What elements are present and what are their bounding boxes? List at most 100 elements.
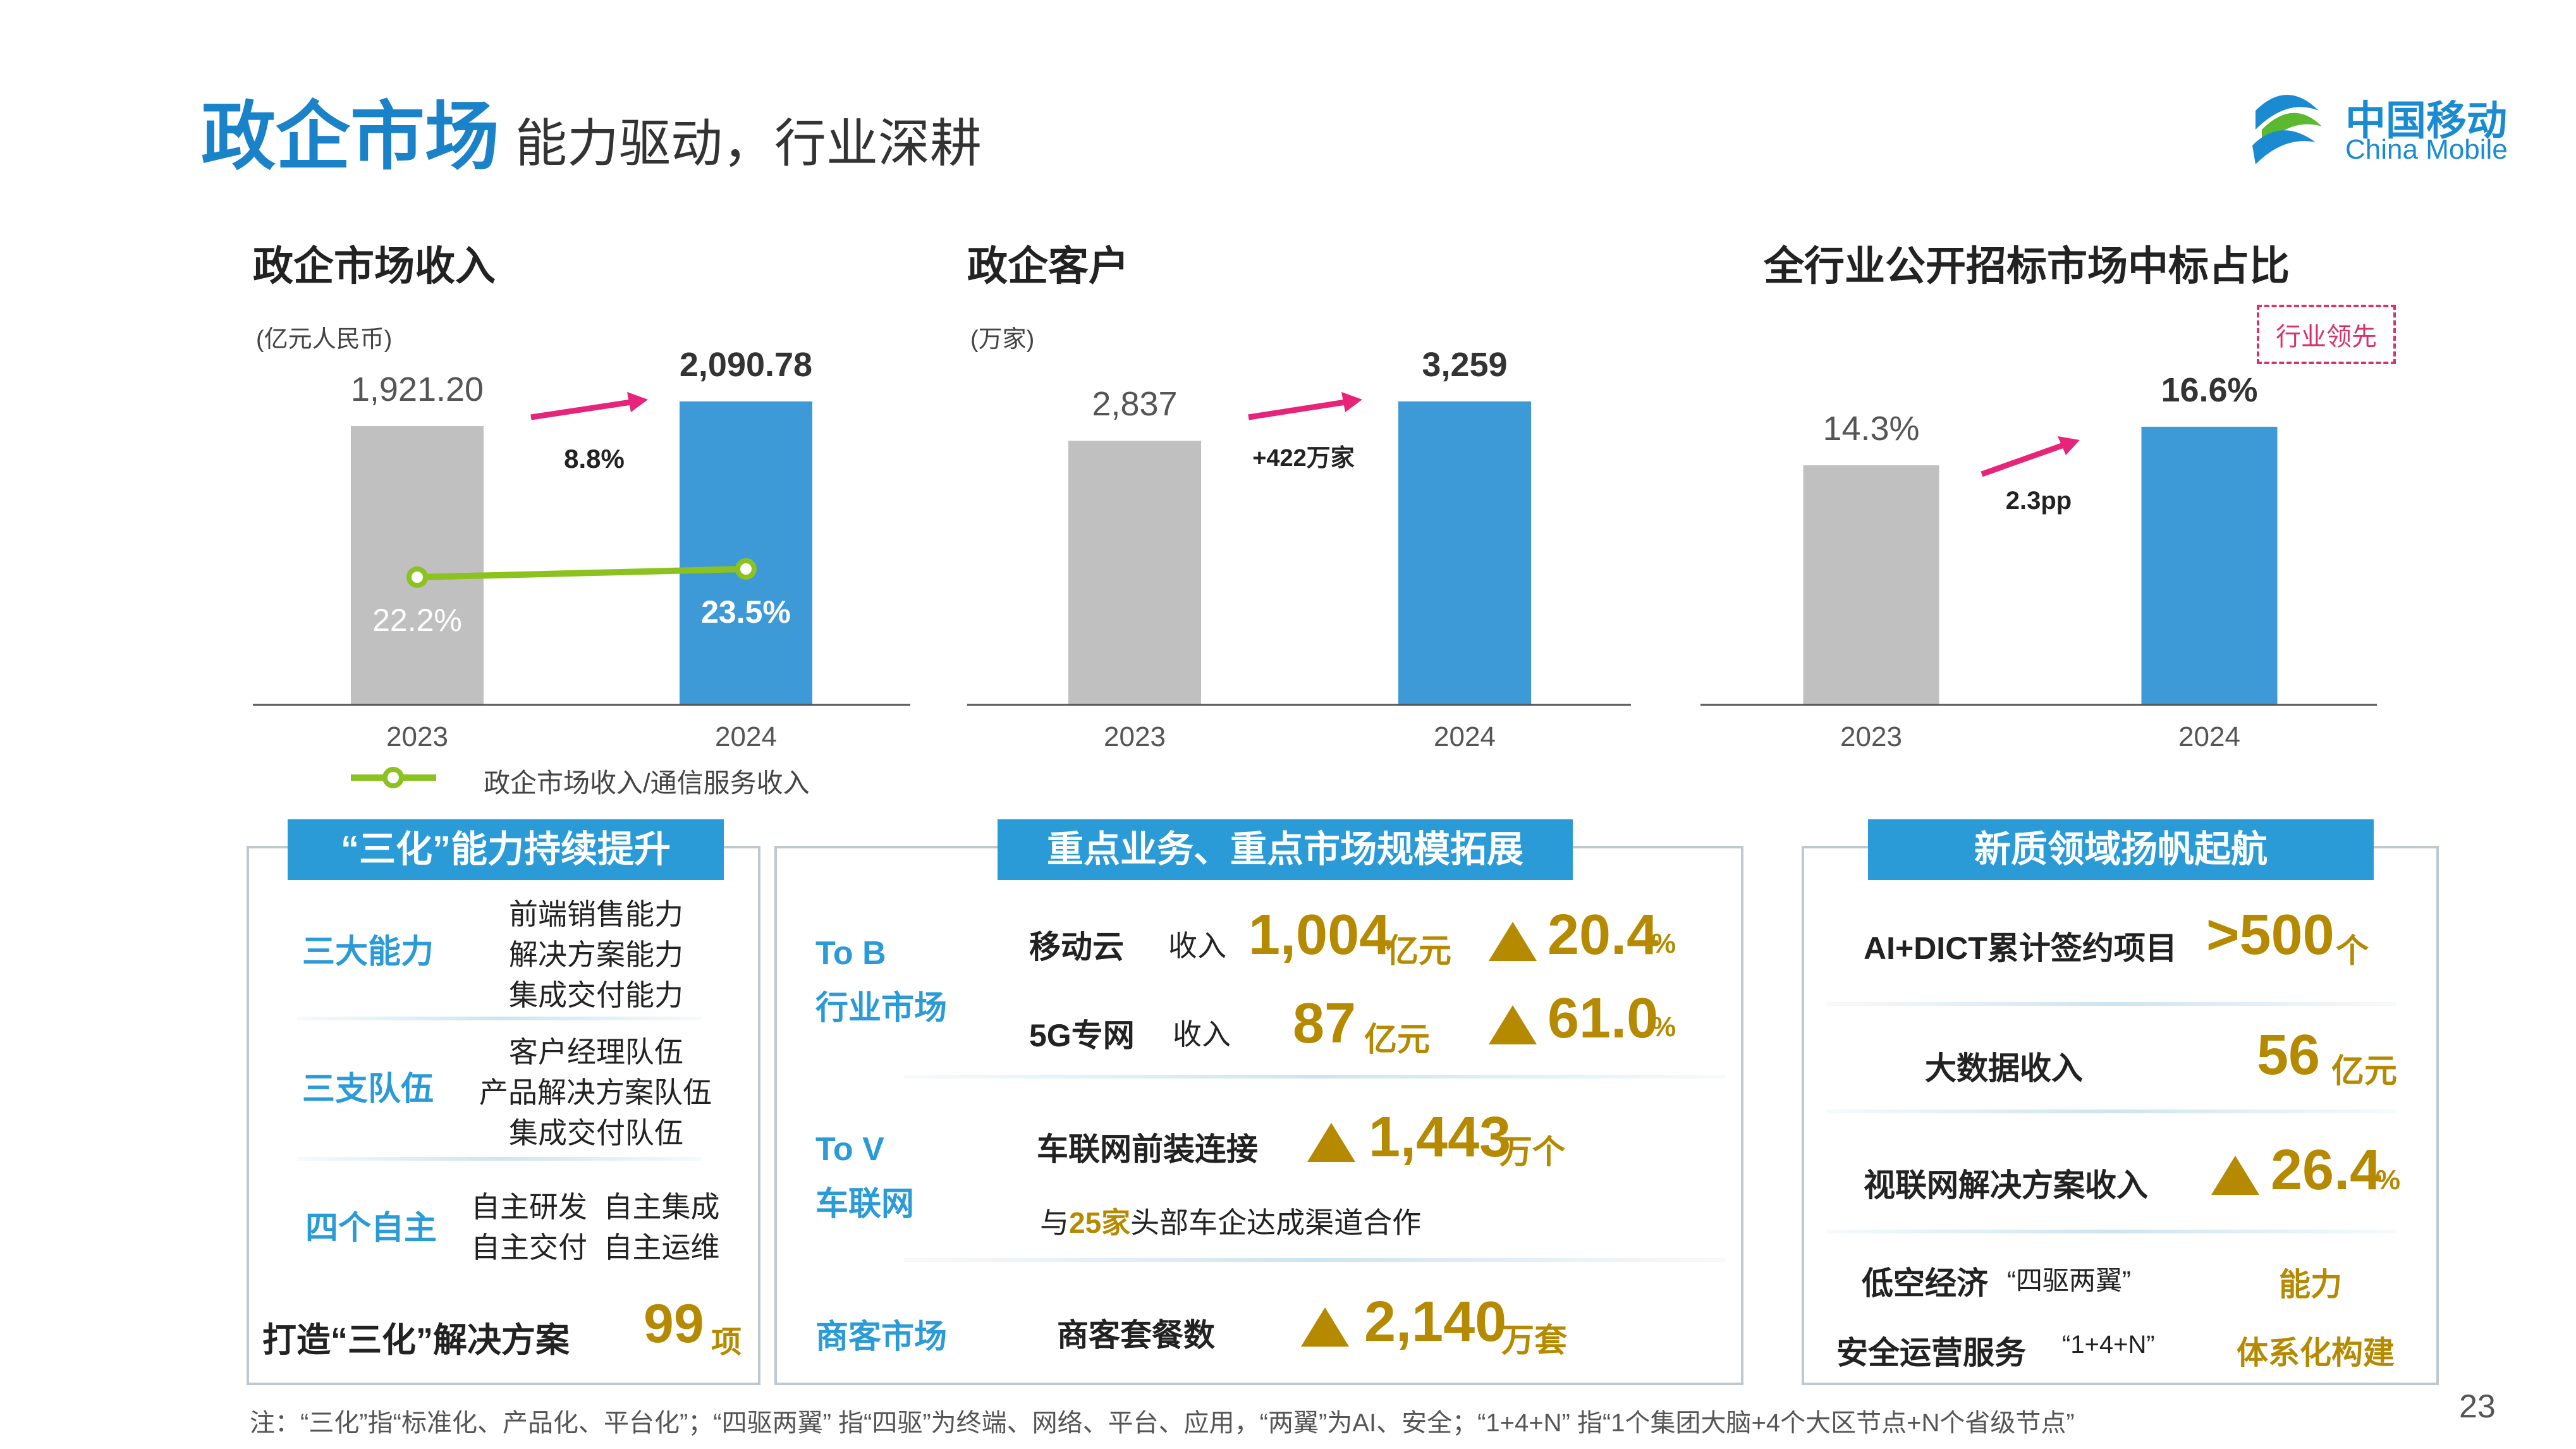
panel3-security-result: 体系化构建 xyxy=(2237,1335,2395,1371)
panel2-tob-label2: 行业市场 xyxy=(815,990,948,1027)
up-triangle-icon xyxy=(1307,1123,1355,1162)
panel1-row2-item1: 客户经理队伍 xyxy=(509,1036,683,1068)
panel1-row1-label: 三大能力 xyxy=(302,934,434,970)
panel1-footer-unit: 项 xyxy=(711,1326,742,1359)
panel1-row3-item2: 自主交付 自主运维 xyxy=(471,1231,720,1264)
panel1-row1-item1: 前端销售能力 xyxy=(509,898,683,931)
panel2-tov-name: 车联网前装连接 xyxy=(1037,1132,1258,1167)
up-triangle-icon xyxy=(1489,922,1537,961)
panel1-row1-item2: 解决方案能力 xyxy=(509,938,683,971)
footnote: 注：“三化”指“标准化、产品化、平台化”；“四驱两翼” 指“四驱”为终端、网络、… xyxy=(250,1409,2075,1437)
panel2-tov-note-number: 25家 xyxy=(1069,1206,1131,1239)
chart2-tick-2023: 2023 xyxy=(1104,721,1166,752)
up-triangle-icon xyxy=(2211,1156,2259,1195)
chart1-growth-arrow xyxy=(530,398,636,420)
chart2-unit: (万家) xyxy=(970,326,1035,353)
panel-key-business-banner: 重点业务、重点市场规模拓展 xyxy=(998,819,1573,880)
chart1-value-2024: 2,090.78 xyxy=(680,346,812,384)
chart2-svg: 2,837 3,259 2023 2024 +422万家 xyxy=(967,346,1631,752)
panel3-ai-name: AI+DICT累计签约项目 xyxy=(1864,931,2177,966)
panel-key-business xyxy=(774,846,1743,1385)
panel-sanhua-banner: “三化”能力持续提升 xyxy=(288,819,724,880)
chart2-value-2024: 3,259 xyxy=(1422,346,1507,384)
chart1-ratio-label-2024: 23.5% xyxy=(701,594,791,630)
panel2-5g-pct: % xyxy=(1651,1012,1676,1042)
chart1-svg: 1,921.20 2,090.78 22.2% 23.5% 2023 2024 … xyxy=(253,346,910,752)
panel3-bigdata-unit: 亿元 xyxy=(2331,1053,2398,1090)
chart2-growth-label: +422万家 xyxy=(1252,445,1355,472)
chart3-title: 全行业公开招标市场中标占比 xyxy=(1764,243,2290,289)
panel-new-domains xyxy=(1802,846,2439,1385)
panel2-shangke-value: 2,140 xyxy=(1364,1290,1507,1354)
up-triangle-icon xyxy=(1489,1005,1537,1044)
panel2-cloud-unit: 亿元 xyxy=(1386,933,1452,970)
chart1-growth-arrowhead xyxy=(627,392,648,412)
panel3-video-pct: % xyxy=(2376,1165,2401,1195)
logo-text-cn: 中国移动 xyxy=(2345,98,2507,144)
chart2-growth-arrowhead xyxy=(1341,392,1362,412)
panel2-5g-growth: 61.0 xyxy=(1547,987,1659,1050)
panel3-ai-value: >500 xyxy=(2206,903,2335,967)
panel3-video-value: 26.4 xyxy=(2271,1139,2382,1202)
panel3-security-name: 安全运营服务 xyxy=(1836,1335,2026,1371)
panel-new-domains-banner: 新质领域扬帆起航 xyxy=(1868,819,2374,880)
panel1-row2-item2: 产品解决方案队伍 xyxy=(479,1076,712,1109)
chart3-value-2023: 14.3% xyxy=(1822,410,1919,448)
panel3-lowalt-tag: “四驱两翼” xyxy=(2007,1266,2131,1295)
panel1-row1-item3: 集成交付能力 xyxy=(509,979,683,1012)
panel1-divider xyxy=(297,1017,702,1020)
chart3-bar-2023 xyxy=(1803,465,1939,705)
panel3-divider xyxy=(1827,1110,2396,1113)
panel1-row2-label: 三支队伍 xyxy=(302,1071,434,1108)
panel1-row2-item3: 集成交付队伍 xyxy=(509,1116,683,1149)
panel2-shangke-unit: 万套 xyxy=(1501,1323,1568,1359)
panel3-divider xyxy=(1827,1002,2396,1006)
chart1-bar-2023 xyxy=(351,425,484,705)
panel2-5g-kind: 收入 xyxy=(1173,1018,1231,1051)
panel2-5g-value: 87 xyxy=(1293,992,1357,1055)
chart1-bar-2024 xyxy=(680,401,812,705)
panel2-tob-label1: To B xyxy=(815,935,886,972)
panel-sanhua xyxy=(247,846,760,1385)
panel2-cloud-value: 1,004 xyxy=(1248,903,1391,967)
chart2-tick-2024: 2024 xyxy=(1434,721,1496,752)
panel3-lowalt-result: 能力 xyxy=(2279,1267,2342,1302)
panel2-cloud-name: 移动云 xyxy=(1029,929,1124,965)
panel2-tov-note: 与25家头部车企达成渠道合作 xyxy=(1040,1206,1422,1239)
chart1-legend-label: 政企市场收入/通信服务收入 xyxy=(484,768,810,798)
chart1-tick-2023: 2023 xyxy=(386,721,448,752)
page-number: 23 xyxy=(2459,1388,2496,1425)
chart1-tick-2024: 2024 xyxy=(715,721,777,752)
panel3-bigdata-name: 大数据收入 xyxy=(1925,1051,2083,1086)
chart1-title: 政企市场收入 xyxy=(253,243,496,289)
panel2-5g-unit: 亿元 xyxy=(1364,1022,1431,1058)
chart3-growth-arrowhead xyxy=(2058,436,2080,455)
panel2-tov-unit: 万个 xyxy=(1499,1134,1566,1171)
panel1-footer-value: 99 xyxy=(644,1293,704,1354)
panel2-divider xyxy=(904,1258,1726,1262)
panel2-tov-label2: 车联网 xyxy=(815,1186,915,1223)
panel2-5g-name: 5G专网 xyxy=(1029,1018,1135,1053)
logo-text-en: China Mobile xyxy=(2345,134,2508,165)
industry-leading-badge: 行业领先 xyxy=(2257,305,2396,364)
chart3-tick-2023: 2023 xyxy=(1840,721,1902,752)
panel1-row3-label: 四个自主 xyxy=(305,1210,437,1247)
panel3-divider xyxy=(1827,1230,2396,1233)
panel2-cloud-pct: % xyxy=(1651,928,1676,959)
chart1-ratio-label-2023: 22.2% xyxy=(372,602,462,638)
panel1-footer-text: 打造“三化”解决方案 xyxy=(262,1321,570,1359)
panel1-divider xyxy=(297,1157,702,1161)
chart2-title: 政企客户 xyxy=(967,243,1129,289)
chart3-growth-arrow xyxy=(1981,441,2068,477)
page-subtitle: 能力驱动，行业深耕 xyxy=(515,115,982,173)
chart2-bar-2024 xyxy=(1398,401,1531,705)
chart2-bar-2023 xyxy=(1068,441,1201,705)
chart1-value-2023: 1,921.20 xyxy=(351,370,484,408)
chart1-growth-label: 8.8% xyxy=(564,444,625,474)
chart3-value-2024: 16.6% xyxy=(2161,371,2257,409)
china-mobile-logo-icon xyxy=(2252,95,2322,164)
chart2-value-2023: 2,837 xyxy=(1092,385,1177,423)
chart3-growth-label: 2.3pp xyxy=(2006,487,2072,515)
chart1-unit: (亿元人民币) xyxy=(256,326,393,353)
panel2-tov-label1: To V xyxy=(815,1131,884,1168)
